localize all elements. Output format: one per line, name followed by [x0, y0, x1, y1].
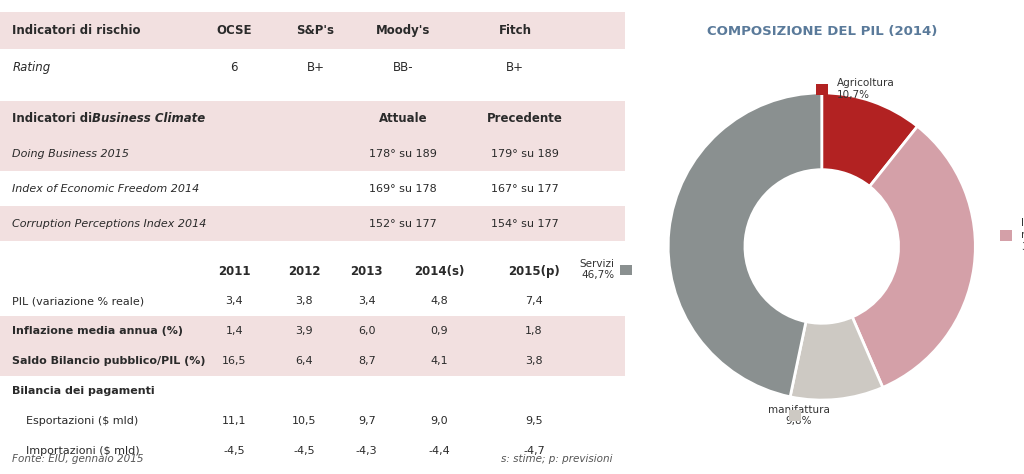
Text: Agricoltura
10,7%: Agricoltura 10,7%: [838, 78, 895, 100]
FancyBboxPatch shape: [0, 406, 625, 436]
Text: 10,5: 10,5: [292, 416, 316, 426]
Text: -4,5: -4,5: [223, 446, 245, 456]
Text: 9,7: 9,7: [357, 416, 376, 426]
Text: 4,8: 4,8: [430, 296, 447, 306]
Text: Index of Economic Freedom 2014: Index of Economic Freedom 2014: [12, 183, 200, 194]
Text: OCSE: OCSE: [216, 24, 252, 37]
Text: 3,4: 3,4: [225, 296, 243, 306]
Text: 3,4: 3,4: [357, 296, 376, 306]
Text: BB-: BB-: [392, 61, 414, 74]
Wedge shape: [852, 126, 975, 387]
FancyBboxPatch shape: [816, 84, 827, 95]
Text: 0,9: 0,9: [430, 326, 447, 336]
Text: Indicatori di: Indicatori di: [12, 112, 96, 125]
Text: Moody's: Moody's: [376, 24, 430, 37]
Text: 167° su 177: 167° su 177: [490, 183, 558, 194]
Text: 1,4: 1,4: [225, 326, 243, 336]
Text: -4,7: -4,7: [523, 446, 545, 456]
Text: Attuale: Attuale: [379, 112, 427, 125]
Text: 2012: 2012: [288, 265, 321, 278]
FancyBboxPatch shape: [0, 346, 625, 376]
Title: COMPOSIZIONE DEL PIL (2014): COMPOSIZIONE DEL PIL (2014): [707, 25, 937, 38]
Text: 2014(s): 2014(s): [414, 265, 464, 278]
Text: 7,4: 7,4: [525, 296, 543, 306]
Text: 8,7: 8,7: [357, 356, 376, 366]
Text: Importazioni ($ mld): Importazioni ($ mld): [12, 446, 140, 456]
Text: 9,0: 9,0: [430, 416, 447, 426]
Text: -4,5: -4,5: [294, 446, 315, 456]
Text: 178° su 189: 178° su 189: [369, 148, 437, 159]
Text: Rating: Rating: [12, 61, 51, 74]
Text: 169° su 178: 169° su 178: [369, 183, 437, 194]
Text: Indicatori di rischio: Indicatori di rischio: [12, 24, 141, 37]
Wedge shape: [791, 317, 883, 400]
Text: 11,1: 11,1: [222, 416, 247, 426]
Text: s: stime; p: previsioni: s: stime; p: previsioni: [501, 454, 612, 464]
Text: Inflazione media annua (%): Inflazione media annua (%): [12, 326, 183, 336]
Text: 4,1: 4,1: [430, 356, 447, 366]
FancyBboxPatch shape: [790, 410, 801, 421]
Text: 16,5: 16,5: [222, 356, 247, 366]
FancyBboxPatch shape: [0, 49, 625, 86]
Text: Esportazioni ($ mld): Esportazioni ($ mld): [12, 416, 138, 426]
FancyBboxPatch shape: [0, 256, 625, 286]
Text: -4,3: -4,3: [356, 446, 378, 456]
Text: Corruption Perceptions Index 2014: Corruption Perceptions Index 2014: [12, 219, 207, 229]
Wedge shape: [821, 93, 918, 186]
Text: B+: B+: [306, 61, 325, 74]
FancyBboxPatch shape: [621, 264, 632, 275]
Text: Fonte: EIU, gennaio 2015: Fonte: EIU, gennaio 2015: [12, 454, 144, 464]
Text: 2011: 2011: [218, 265, 251, 278]
FancyBboxPatch shape: [0, 376, 625, 406]
Text: 152° su 177: 152° su 177: [369, 219, 437, 229]
Text: Fitch: Fitch: [499, 24, 531, 37]
Text: -4,4: -4,4: [428, 446, 450, 456]
FancyBboxPatch shape: [0, 136, 625, 171]
Text: manifattura
9,8%: manifattura 9,8%: [768, 405, 829, 426]
FancyBboxPatch shape: [0, 206, 625, 241]
FancyBboxPatch shape: [0, 12, 625, 49]
FancyBboxPatch shape: [0, 101, 625, 136]
Text: 6: 6: [230, 61, 238, 74]
Text: 3,8: 3,8: [525, 356, 543, 366]
Text: 6,0: 6,0: [358, 326, 376, 336]
FancyBboxPatch shape: [0, 286, 625, 316]
Text: Industria non
manifatturiera
32,8%: Industria non manifatturiera 32,8%: [1022, 219, 1024, 252]
FancyBboxPatch shape: [1000, 230, 1012, 241]
Text: 6,4: 6,4: [295, 356, 313, 366]
FancyBboxPatch shape: [0, 465, 625, 474]
Text: Doing Business 2015: Doing Business 2015: [12, 148, 129, 159]
Text: Saldo Bilancio pubblico/PIL (%): Saldo Bilancio pubblico/PIL (%): [12, 356, 206, 366]
Text: PIL (variazione % reale): PIL (variazione % reale): [12, 296, 144, 306]
FancyBboxPatch shape: [0, 436, 625, 465]
Text: 179° su 189: 179° su 189: [490, 148, 559, 159]
Text: S&P's: S&P's: [296, 24, 335, 37]
Text: Servizi
46,7%: Servizi 46,7%: [580, 259, 614, 280]
Text: 2013: 2013: [350, 265, 383, 278]
Text: 154° su 177: 154° su 177: [490, 219, 558, 229]
Text: 3,9: 3,9: [295, 326, 313, 336]
FancyBboxPatch shape: [0, 171, 625, 206]
Text: 9,5: 9,5: [525, 416, 543, 426]
Text: Bilancia dei pagamenti: Bilancia dei pagamenti: [12, 386, 155, 396]
Text: Business Climate: Business Climate: [92, 112, 206, 125]
Text: Precedente: Precedente: [486, 112, 562, 125]
Text: 2015(p): 2015(p): [508, 265, 560, 278]
Wedge shape: [669, 93, 822, 397]
Text: 3,8: 3,8: [295, 296, 313, 306]
Text: 1,8: 1,8: [525, 326, 543, 336]
FancyBboxPatch shape: [0, 316, 625, 346]
Text: B+: B+: [506, 61, 524, 74]
